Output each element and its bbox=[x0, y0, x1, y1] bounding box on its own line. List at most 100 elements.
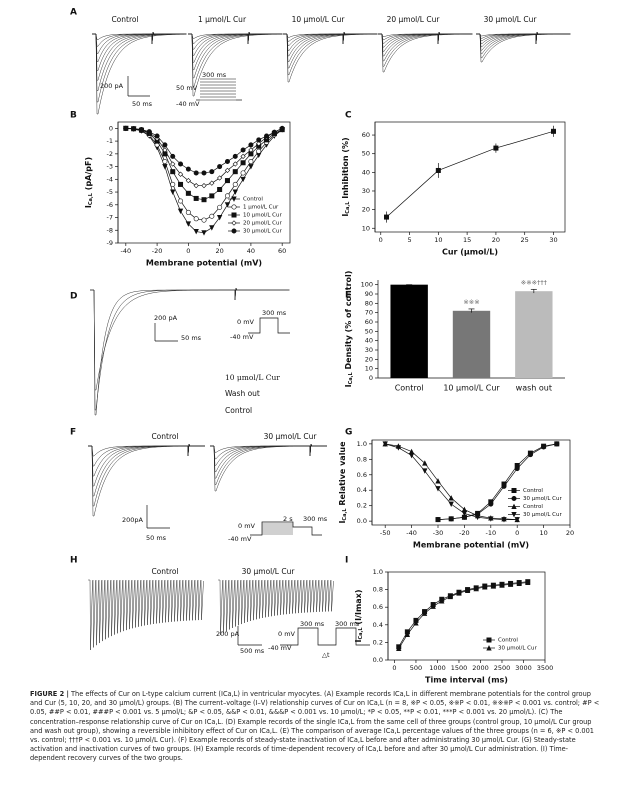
marker bbox=[177, 208, 184, 215]
marker bbox=[138, 127, 144, 133]
y-axis-label-part: (pA/pF) bbox=[84, 157, 93, 193]
marker bbox=[248, 164, 254, 170]
y-tick-label: 30 bbox=[365, 346, 373, 354]
marker bbox=[430, 603, 436, 609]
marker bbox=[216, 215, 223, 221]
marker bbox=[232, 161, 238, 167]
panel-letter: D bbox=[70, 292, 77, 302]
x-tick-label: 500 bbox=[410, 664, 422, 672]
marker bbox=[154, 133, 160, 139]
current-trace bbox=[92, 31, 187, 54]
marker bbox=[146, 129, 152, 135]
marker bbox=[279, 125, 285, 131]
x-tick-label: 60 bbox=[278, 247, 286, 255]
marker bbox=[193, 195, 199, 201]
marker bbox=[525, 579, 531, 586]
bar bbox=[515, 291, 553, 378]
legend-label: 30 μmol/L Cur bbox=[523, 496, 562, 502]
legend-label: 10 μmol/L Cur bbox=[243, 213, 282, 219]
y-tick-label: -4 bbox=[107, 175, 113, 183]
time-scale: 50 ms bbox=[146, 534, 167, 542]
marker bbox=[217, 175, 223, 181]
y-tick-label: 0.2 bbox=[373, 638, 383, 646]
y-axis-label-sub: Ca,L bbox=[88, 192, 94, 205]
y-tick-label: 0.0 bbox=[357, 517, 367, 525]
marker bbox=[178, 198, 184, 204]
marker bbox=[482, 584, 488, 590]
y-axis-label: ICa,L Inhibition (%) bbox=[341, 137, 351, 216]
legend-label: 30 μmol/L Cur bbox=[243, 229, 282, 235]
bar bbox=[452, 310, 491, 378]
x-tick-label: -20 bbox=[459, 529, 470, 537]
y-tick-label: 60 bbox=[362, 131, 370, 139]
x-tick-label: 10 μmol/L Cur bbox=[443, 384, 500, 393]
y-tick-label: 0.0 bbox=[373, 656, 383, 664]
marker bbox=[248, 142, 254, 148]
x-tick-label: -30 bbox=[433, 529, 444, 537]
y-axis-label-part: (I/Imax) bbox=[354, 590, 363, 628]
y-tick-label: -5 bbox=[107, 188, 113, 196]
y-axis-label-sub: Ca,L bbox=[348, 371, 354, 384]
figure: A Control 1 μmol/L Cur 10 μmol/L Cur 20 … bbox=[70, 8, 574, 685]
x-tick-label: 1000 bbox=[429, 664, 446, 672]
marker bbox=[201, 230, 207, 236]
trace-label: Wash out bbox=[225, 389, 260, 398]
marker bbox=[193, 170, 199, 176]
panel-letter: E bbox=[345, 291, 351, 301]
marker bbox=[473, 585, 479, 592]
series-line bbox=[385, 443, 518, 520]
marker bbox=[511, 503, 517, 510]
marker bbox=[507, 581, 514, 587]
y-tick-label: -9 bbox=[107, 239, 113, 247]
y-tick-label: 0 bbox=[369, 374, 373, 382]
marker bbox=[395, 445, 402, 451]
marker bbox=[486, 645, 492, 651]
marker bbox=[201, 170, 207, 176]
x-axis-label: Membrane potential (mV) bbox=[146, 259, 262, 268]
marker bbox=[185, 190, 191, 196]
marker bbox=[232, 181, 238, 187]
marker bbox=[511, 511, 517, 518]
trace-label: 30 μmol/L Cur bbox=[264, 432, 318, 441]
protocol-time: 300 ms bbox=[262, 309, 287, 317]
marker bbox=[240, 160, 246, 166]
x-tick-label: -40 bbox=[406, 529, 417, 537]
y-tick-label: 0 bbox=[109, 124, 113, 132]
legend-label: 30 μmol/L Cur bbox=[523, 512, 562, 518]
marker bbox=[382, 441, 388, 447]
y-tick-label: 1.0 bbox=[357, 440, 367, 448]
caption: FIGURE 2 | The effects of Cur on L-type … bbox=[30, 690, 600, 764]
current-trace bbox=[92, 31, 187, 115]
series-line bbox=[398, 581, 528, 647]
marker bbox=[384, 214, 390, 220]
current-trace bbox=[378, 31, 473, 67]
current-trace bbox=[88, 443, 205, 497]
protocol-time: 300 ms bbox=[303, 515, 328, 523]
trace-label: 1 μmol/L Cur bbox=[198, 15, 247, 24]
x-tick-label: 10 bbox=[539, 529, 547, 537]
marker bbox=[170, 181, 176, 187]
current-trace bbox=[88, 443, 205, 517]
trace-label: 10 μmol/L Cur bbox=[225, 373, 280, 382]
annotation: ※※※††† bbox=[521, 278, 548, 286]
current-trace bbox=[88, 443, 205, 487]
y-tick-label: 90 bbox=[365, 290, 373, 298]
current-trace bbox=[88, 579, 204, 651]
y-axis-label-part: I bbox=[338, 521, 347, 524]
marker bbox=[185, 166, 191, 172]
marker bbox=[209, 193, 215, 199]
panel-letter: G bbox=[345, 428, 352, 438]
x-axis-label: Membrane potential (mV) bbox=[413, 541, 529, 550]
y-tick-label: -2 bbox=[107, 150, 113, 158]
trace-label: Control bbox=[225, 406, 252, 415]
marker bbox=[123, 125, 129, 131]
marker bbox=[240, 147, 246, 153]
x-tick-label: -10 bbox=[485, 529, 496, 537]
marker bbox=[231, 228, 237, 234]
marker bbox=[422, 460, 428, 466]
y-axis-label-sub: Ca,L bbox=[358, 627, 364, 640]
step-potential: 0 mV bbox=[238, 522, 256, 530]
series-line bbox=[398, 582, 528, 649]
y-tick-label: 0.8 bbox=[357, 455, 367, 463]
